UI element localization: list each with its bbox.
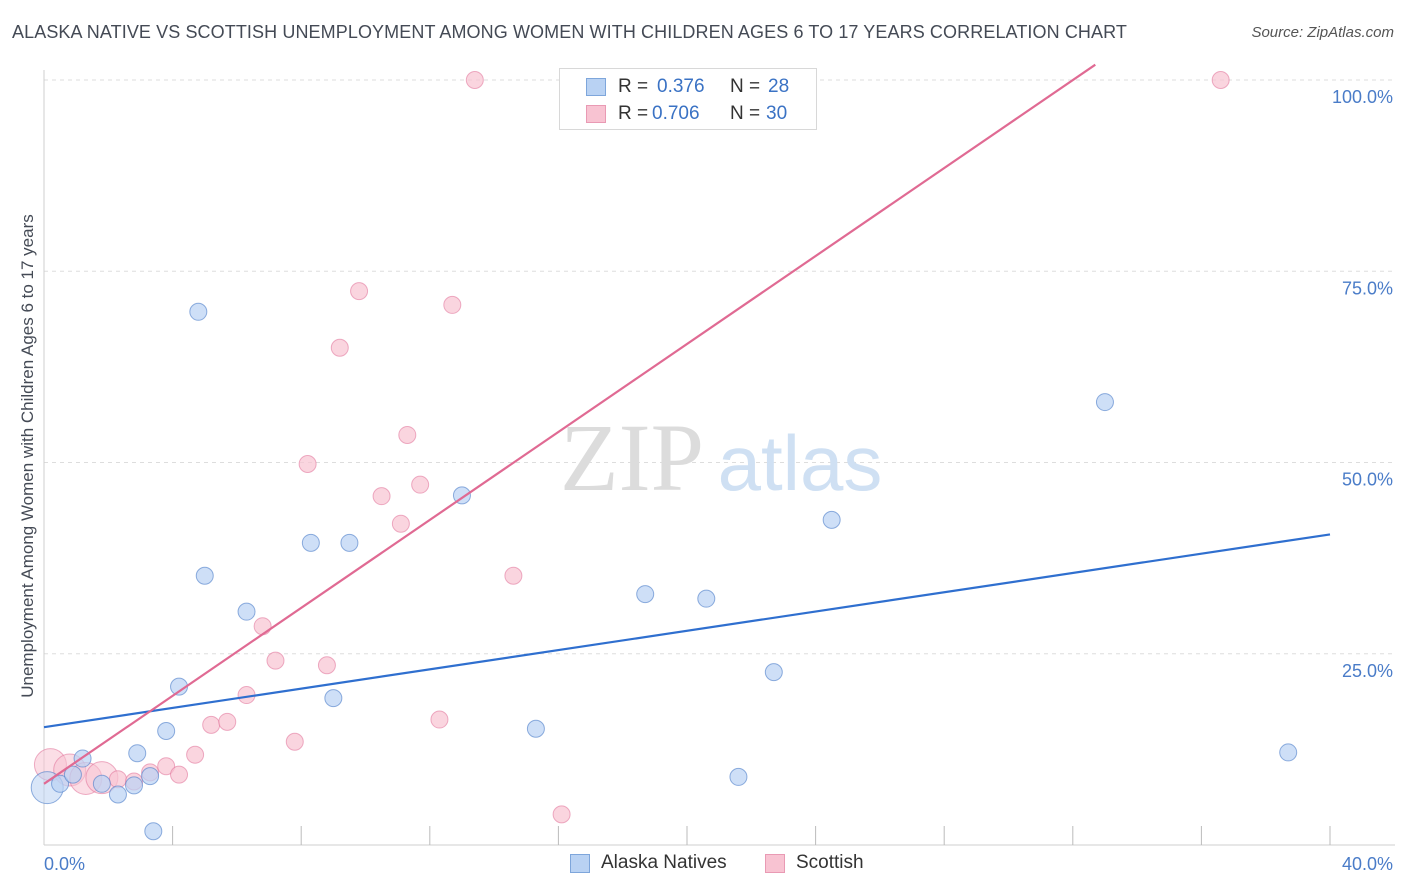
- scottish-point: [202, 715, 221, 734]
- watermark-atlas: atlas: [718, 419, 883, 507]
- alaska-natives-point: [195, 566, 214, 585]
- alaska-n-value: 28: [768, 76, 790, 97]
- source-label: Source: ZipAtlas.com: [1251, 24, 1394, 41]
- scottish-point: [552, 805, 571, 824]
- alaska-natives-point: [157, 722, 176, 741]
- tick-labels: 25.0% 50.0% 75.0% 100.0% 0.0% 40.0%: [44, 87, 1393, 874]
- alaska-natives-points: [30, 302, 1298, 841]
- alaska-r-value: 0.376: [657, 76, 705, 97]
- alaska-natives-point: [144, 822, 163, 841]
- scottish-point: [253, 617, 272, 636]
- alaska-natives-point: [51, 774, 70, 793]
- scottish-point: [266, 651, 285, 670]
- scottish-point: [317, 656, 336, 675]
- scottish-point: [430, 710, 449, 729]
- alaska-natives-point: [636, 585, 655, 604]
- alaska-natives-point: [1095, 393, 1114, 412]
- r-label: R =: [618, 76, 649, 97]
- x-tick-label: 40.0%: [1342, 854, 1393, 874]
- alaska-natives-point: [141, 767, 160, 786]
- scottish-r-value: 0.706: [652, 103, 700, 124]
- y-tick-label: 25.0%: [1342, 661, 1393, 681]
- y-tick-label: 50.0%: [1342, 470, 1393, 490]
- alaska-natives-point: [189, 302, 208, 321]
- scottish-point: [443, 295, 462, 314]
- scottish-point: [330, 338, 349, 357]
- alaska-natives-point: [237, 602, 256, 621]
- chart-title: ALASKA NATIVE VS SCOTTISH UNEMPLOYMENT A…: [12, 22, 1127, 42]
- alaska-natives-point: [822, 510, 841, 529]
- scottish-point: [170, 765, 189, 784]
- axes: [43, 70, 1395, 846]
- legend-swatch-pink: [765, 854, 785, 873]
- scottish-point: [108, 770, 127, 789]
- legend-label-scottish: Scottish: [796, 852, 864, 873]
- x-tick-label: 0.0%: [44, 854, 85, 874]
- scottish-n-value: 30: [766, 103, 788, 124]
- alaska-natives-point: [324, 689, 343, 708]
- r-label: R =: [618, 103, 649, 124]
- legend-label-alaska-natives: Alaska Natives: [601, 852, 727, 873]
- n-label: N =: [730, 103, 761, 124]
- y-tick-label: 75.0%: [1342, 278, 1393, 298]
- trend-lines: [43, 63, 1331, 785]
- scottish-point: [350, 282, 369, 301]
- alaska-natives-point: [340, 533, 359, 552]
- watermark: ZIP atlas: [560, 404, 882, 511]
- scottish-point: [157, 757, 176, 776]
- alaska-natives-point: [526, 719, 545, 738]
- n-label: N =: [730, 76, 761, 97]
- scottish-point: [372, 487, 391, 506]
- scottish-point: [504, 566, 523, 585]
- scottish-point: [465, 71, 484, 89]
- alaska-natives-point: [729, 767, 748, 786]
- alaska-natives-point: [764, 663, 783, 682]
- scottish-point: [411, 475, 430, 494]
- scottish-swatch: [586, 105, 606, 123]
- alaska-natives-point: [1279, 743, 1298, 762]
- scottish-point: [218, 712, 237, 731]
- gridlines: [44, 79, 1395, 655]
- stats-box: R = 0.376 N = 28 R = 0.706 N = 30: [559, 68, 817, 130]
- scottish-point: [285, 732, 304, 751]
- scottish-point: [298, 455, 317, 474]
- alaska-natives-trend-line: [43, 533, 1331, 729]
- alaska-swatch: [586, 78, 606, 96]
- alaska-natives-point: [125, 776, 144, 795]
- alaska-natives-point: [92, 774, 111, 793]
- alaska-natives-point: [301, 533, 320, 552]
- scottish-trend-line: [43, 63, 1096, 785]
- scottish-point: [398, 425, 417, 444]
- alaska-natives-point: [63, 765, 82, 784]
- alaska-natives-point: [697, 589, 716, 608]
- y-tick-label: 100.0%: [1332, 87, 1393, 107]
- alaska-natives-point: [128, 744, 147, 763]
- alaska-natives-point: [108, 785, 127, 804]
- scottish-point: [391, 514, 410, 533]
- scottish-point: [186, 745, 205, 764]
- legend-swatch-blue: [570, 854, 590, 873]
- watermark-zip: ZIP: [560, 404, 704, 511]
- scottish-point: [1211, 71, 1230, 89]
